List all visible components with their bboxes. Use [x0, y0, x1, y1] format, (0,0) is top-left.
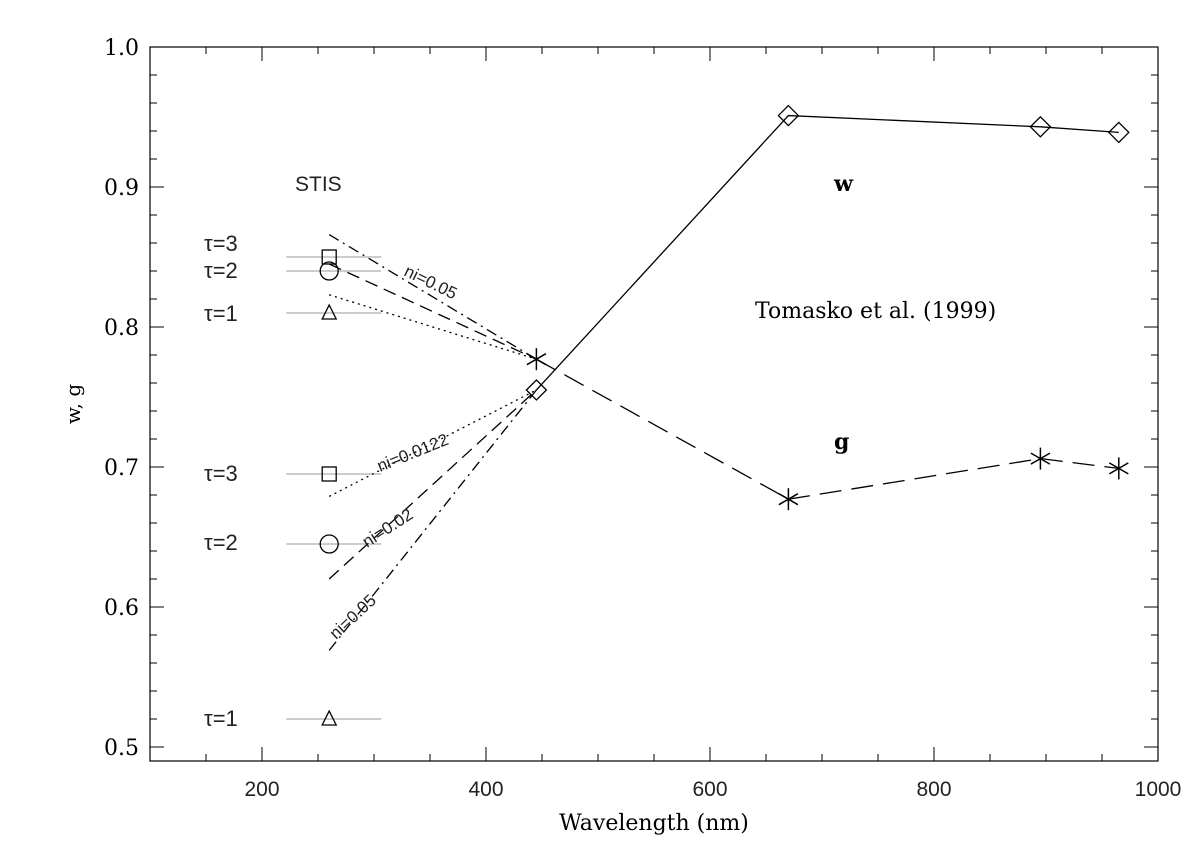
extrapolation-line [328, 234, 537, 360]
y-tick-label: 0.7 [104, 456, 139, 481]
square-marker [321, 249, 337, 265]
asterisk-marker [1030, 447, 1051, 470]
data-markers [319, 104, 1130, 726]
series-line-w [535, 114, 1119, 391]
y-tick-label: 0.6 [104, 596, 139, 621]
ni-lower-label-2: ni=0.02 [359, 505, 417, 552]
x-axis-ticks: 200 400 600 800 1000 [149, 47, 1182, 801]
w-series-label: w [833, 171, 854, 197]
asterisk-marker [1108, 457, 1129, 480]
y-tick-label: 1.0 [104, 36, 139, 61]
x-tick-label: 800 [916, 778, 951, 801]
asterisk-stroke [1108, 462, 1129, 475]
asterisk-stroke [778, 493, 799, 506]
y-tick-label: 0.5 [104, 736, 139, 761]
asterisk-marker [778, 488, 799, 511]
ni-lower-label-3: ni=0.05 [326, 591, 380, 643]
y-tick-label: 0.8 [104, 316, 139, 341]
y-axis-ticks: 0.5 0.6 0.7 0.8 0.9 1.0 [104, 36, 1158, 761]
triangle-marker [321, 303, 338, 320]
plot-frame [149, 46, 1159, 762]
tau-labels: τ=3τ=2τ=1τ=3τ=2τ=1 [204, 231, 238, 731]
triangle-marker [321, 709, 338, 726]
asterisk-stroke [526, 353, 547, 366]
x-axis-label: Wavelength (nm) [559, 811, 749, 836]
diamond-marker [1029, 115, 1052, 138]
ni-lower-label-1: ni=0.0122 [374, 430, 451, 476]
extrapolation-lines [328, 234, 537, 651]
stis-reference-lines [286, 256, 382, 720]
y-axis-label: w, g [61, 384, 85, 424]
asterisk-stroke [1030, 452, 1051, 465]
circle-marker [319, 261, 339, 281]
tau-label: τ=3 [204, 461, 238, 486]
tau-label: τ=2 [204, 258, 238, 283]
square-marker [321, 466, 337, 482]
x-tick-label: 1000 [1135, 778, 1182, 801]
x-tick-label: 200 [244, 778, 279, 801]
series-lines [535, 114, 1119, 500]
stis-label: STIS [295, 173, 342, 196]
x-tick-label: 600 [692, 778, 727, 801]
g-series-label: g [834, 429, 849, 455]
x-tick-label: 400 [468, 778, 503, 801]
reference-label: Tomasko et al. (1999) [755, 299, 996, 324]
tau-label: τ=2 [204, 530, 238, 555]
diamond-marker [777, 104, 800, 127]
tau-label: τ=1 [204, 706, 238, 731]
ni-upper-label: ni=0.05 [401, 262, 460, 304]
extrapolation-line [328, 389, 537, 580]
extrapolation-line [328, 263, 537, 360]
diamond-marker [525, 379, 548, 401]
extrapolation-line [328, 389, 537, 651]
diamond-marker [1107, 121, 1130, 144]
circle-marker [319, 534, 339, 554]
tau-label: τ=1 [204, 301, 238, 326]
tau-label: τ=3 [204, 231, 238, 256]
asterisk-marker [526, 348, 547, 371]
extrapolation-line [329, 294, 537, 360]
series-line-g [536, 358, 1119, 500]
y-tick-label: 0.9 [104, 176, 139, 201]
